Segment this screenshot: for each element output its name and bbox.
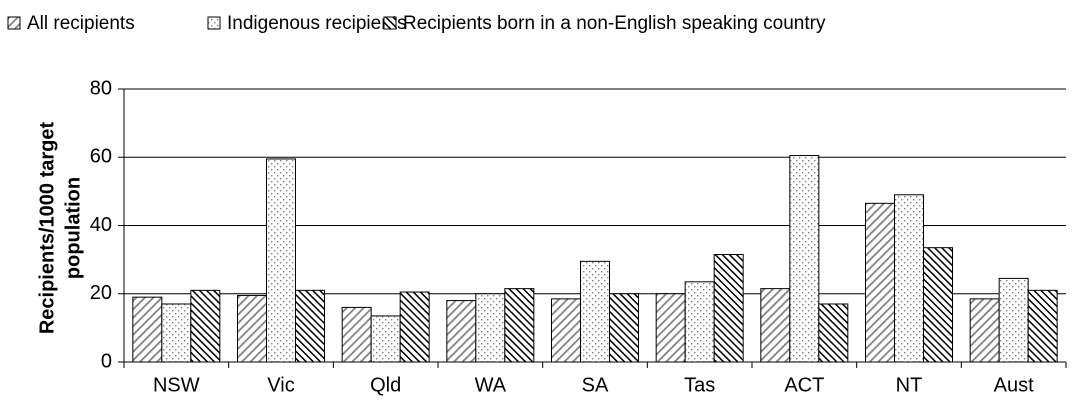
y-tick-label: 60 [90,146,112,168]
bar [923,247,953,363]
bar [399,291,430,363]
x-tick-label: NT [896,374,923,396]
legend-swatch [207,16,221,30]
bar [237,294,267,363]
x-tick-label: NSW [153,374,200,396]
x-tick-label: Aust [994,374,1034,396]
y-tick-label: 0 [101,350,112,372]
bar [684,281,715,363]
bar [190,289,221,363]
legend-swatch [383,16,397,30]
x-tick-label: Tas [684,374,715,396]
legend-label: Indigenous recipients [227,13,407,34]
x-tick-label: Qld [370,374,401,396]
y-tick-label: 80 [90,77,112,99]
y-axis-label: Recipients/1000 target [36,122,58,335]
bar [789,155,820,363]
x-tick-label: WA [475,374,507,396]
bar [504,288,535,363]
bar [818,303,849,363]
bar [132,296,163,363]
y-tick-label: 20 [90,282,112,304]
bar [266,158,296,363]
bar [551,298,581,363]
x-tick-label: ACT [784,374,824,396]
bar [295,289,325,363]
bar [655,293,686,363]
bar [580,260,610,363]
bar [370,315,401,363]
bar [161,303,192,363]
bar [760,288,791,363]
legend-label: All recipients [27,13,135,34]
bar [969,298,1000,363]
bar [609,293,639,363]
bar [446,300,477,363]
y-tick-label: 40 [90,214,112,236]
bar [1027,289,1058,363]
legend-label: Recipients born in a non-English speakin… [403,13,826,34]
x-tick-label: SA [582,374,609,396]
x-tick-label: Vic [267,374,294,396]
y-axis-label: population [62,177,84,279]
bar [865,202,895,363]
legend-swatch [7,16,21,30]
bar [713,254,744,363]
bar [894,194,924,363]
bar [998,277,1029,363]
bar [341,306,372,363]
bar [475,293,506,363]
